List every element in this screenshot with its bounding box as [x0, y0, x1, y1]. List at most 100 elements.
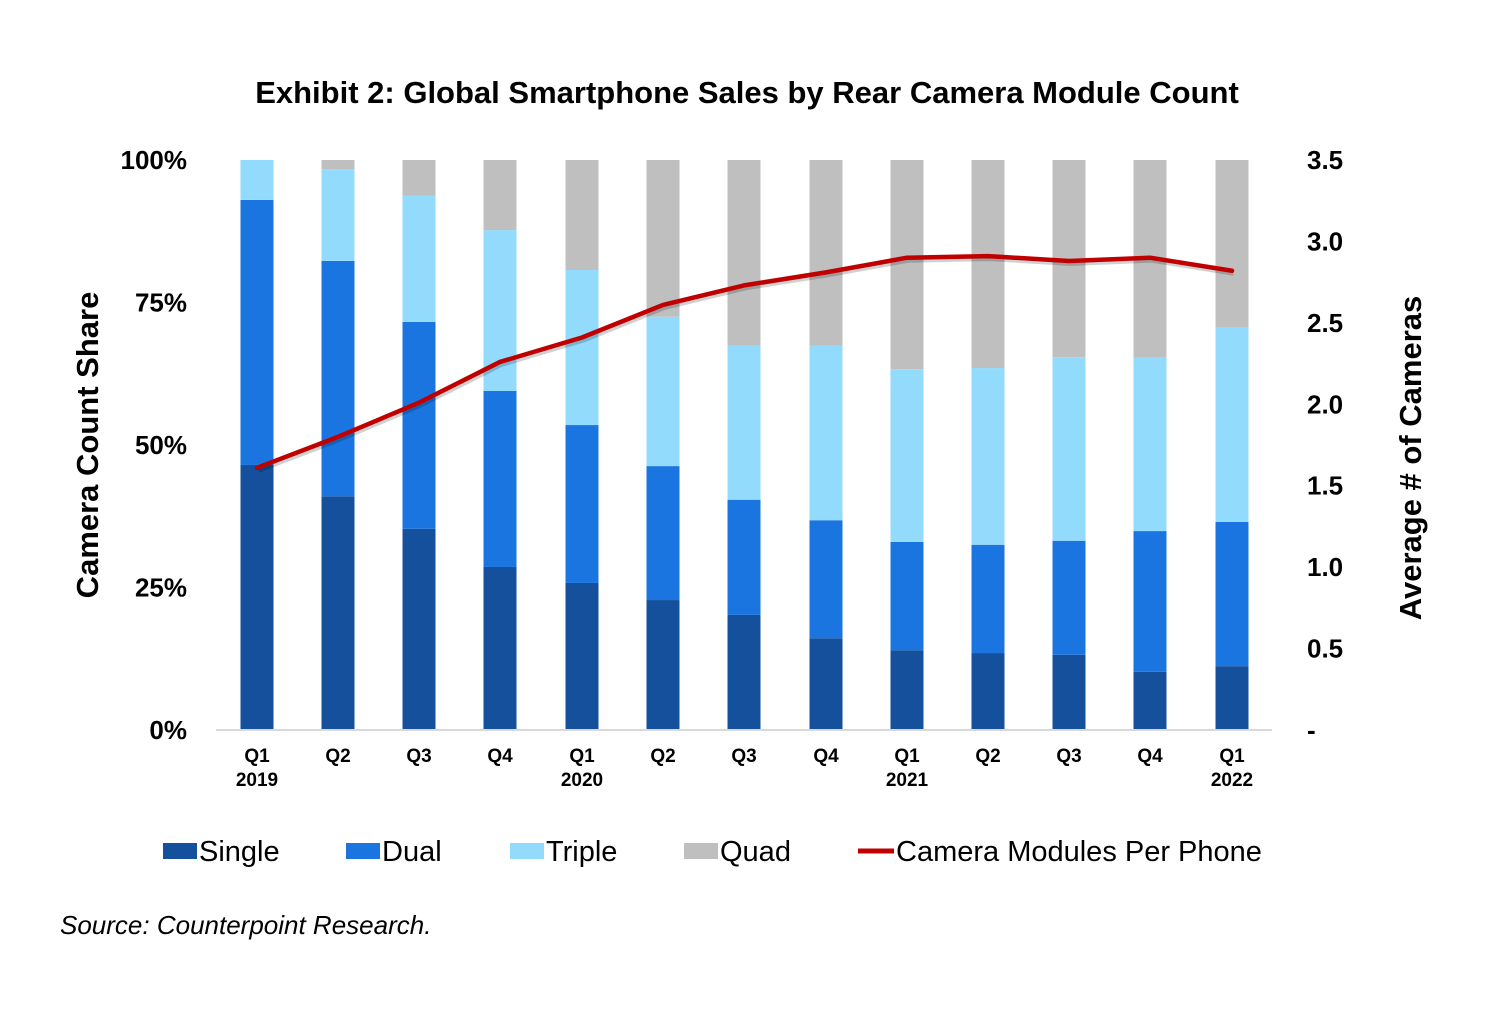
right-axis-ticks: - 0.5 1.0 1.5 2.0 2.5 3.0 3.5 [1307, 145, 1343, 745]
bar-segment-single [1052, 654, 1086, 730]
right-axis-title: Average # of Cameras [1393, 296, 1428, 621]
bar-segment-quad [727, 160, 761, 346]
legend-item: Camera Modules Per Phone [858, 836, 1262, 868]
bar-segment-dual [1133, 531, 1167, 672]
bar-segment-single [727, 614, 761, 730]
right-tick-label: 2.0 [1307, 389, 1343, 419]
x-axis-ticks: Q1 2019 Q2 Q3 Q4 Q1 2020 Q2 Q3 Q4 Q1 2021 Q2 Q3 Q4 Q1 20… [236, 746, 1253, 791]
legend-item: Triple [510, 836, 617, 868]
bar-segment-dual [483, 390, 517, 567]
bar-segment-dual [565, 425, 599, 583]
bar-stack [1133, 160, 1167, 730]
bar-segment-single [1215, 666, 1249, 730]
legend-swatch [684, 843, 718, 859]
bar-segment-dual [809, 520, 843, 639]
right-tick-label: 1.5 [1307, 471, 1343, 501]
left-axis-title: Camera Count Share [70, 292, 105, 599]
bar-segment-quad [321, 160, 355, 170]
left-axis-ticks: 0% 25% 50% 75% 100% [121, 145, 188, 745]
bar-stack [240, 160, 274, 730]
legend-swatch [510, 843, 544, 859]
right-tick-label: 3.0 [1307, 226, 1343, 256]
legend-label: Quad [720, 836, 791, 868]
bar-segment-triple [1133, 357, 1167, 532]
bar-stack [971, 160, 1005, 730]
bar-stack [1052, 160, 1086, 730]
legend-swatch [346, 843, 380, 859]
x-tick-label: Q4 [813, 746, 839, 767]
chart-title: Exhibit 2: Global Smartphone Sales by Re… [255, 75, 1239, 110]
x-tick-year-label: 2020 [561, 770, 603, 791]
bar-segment-triple [565, 270, 599, 426]
legend-label: Triple [546, 836, 617, 868]
bar-segment-quad [971, 160, 1005, 369]
x-tick-label: Q4 [487, 746, 513, 767]
left-tick-label: 25% [135, 573, 187, 603]
legend-label: Camera Modules Per Phone [896, 836, 1262, 868]
bar-segment-single [646, 600, 680, 730]
bar-stack [565, 160, 599, 730]
x-tick-year-label: 2021 [886, 770, 929, 791]
right-tick-label: 1.0 [1307, 552, 1343, 582]
x-tick-label: Q4 [1137, 746, 1163, 767]
right-tick-label: - [1307, 715, 1316, 745]
bar-segment-dual [240, 199, 274, 465]
bar-segment-single [1133, 671, 1167, 730]
bar-segment-triple [727, 345, 761, 500]
bar-segment-triple [971, 368, 1005, 545]
bar-segment-quad [483, 160, 517, 231]
bar-segment-quad [402, 160, 436, 196]
bars [240, 160, 1249, 730]
x-tick-label: Q3 [406, 746, 431, 767]
bar-segment-single [565, 582, 599, 730]
bar-segment-dual [321, 260, 355, 497]
bar-segment-triple [1052, 357, 1086, 541]
bar-segment-dual [727, 499, 761, 615]
bar-stack [646, 160, 680, 730]
x-tick-label: Q1 [569, 746, 595, 767]
x-tick-label: Q2 [650, 746, 675, 767]
bar-segment-single [890, 650, 924, 730]
x-tick-label: Q2 [325, 746, 350, 767]
bar-segment-quad [809, 160, 843, 346]
right-tick-label: 3.5 [1307, 145, 1343, 175]
bar-segment-quad [890, 160, 924, 370]
bar-segment-quad [646, 160, 680, 317]
x-tick-label: Q1 [1219, 746, 1245, 767]
bar-segment-dual [971, 544, 1005, 654]
bar-segment-triple [402, 195, 436, 322]
legend-label: Single [199, 836, 280, 868]
legend-swatch [163, 843, 197, 859]
left-tick-label: 100% [121, 145, 188, 175]
bar-segment-dual [402, 321, 436, 529]
x-tick-label: Q1 [244, 746, 270, 767]
bar-segment-triple [890, 369, 924, 542]
left-tick-label: 0% [149, 715, 187, 745]
x-tick-year-label: 2022 [1211, 770, 1253, 791]
left-tick-label: 50% [135, 430, 187, 460]
bar-segment-dual [1052, 540, 1086, 655]
bar-segment-triple [1215, 327, 1249, 522]
bar-segment-single [321, 496, 355, 730]
bar-segment-single [240, 464, 274, 730]
bar-stack [402, 160, 436, 730]
bar-stack [890, 160, 924, 730]
right-tick-label: 2.5 [1307, 308, 1343, 338]
bar-stack [727, 160, 761, 730]
line-series [254, 253, 1235, 473]
bar-segment-triple [240, 160, 274, 200]
bar-segment-triple [646, 316, 680, 467]
bar-segment-triple [321, 169, 355, 261]
bar-segment-dual [646, 466, 680, 601]
bar-segment-single [402, 528, 436, 730]
bar-segment-triple [809, 345, 843, 521]
x-tick-label: Q3 [731, 746, 756, 767]
bar-segment-dual [890, 541, 924, 651]
line-shadow [257, 256, 1234, 473]
x-tick-label: Q2 [975, 746, 1000, 767]
legend-item: Quad [684, 836, 791, 868]
bar-segment-dual [1215, 521, 1249, 667]
bar-stack [809, 160, 843, 730]
legend-item: Single [163, 836, 280, 868]
bar-segment-single [809, 638, 843, 730]
